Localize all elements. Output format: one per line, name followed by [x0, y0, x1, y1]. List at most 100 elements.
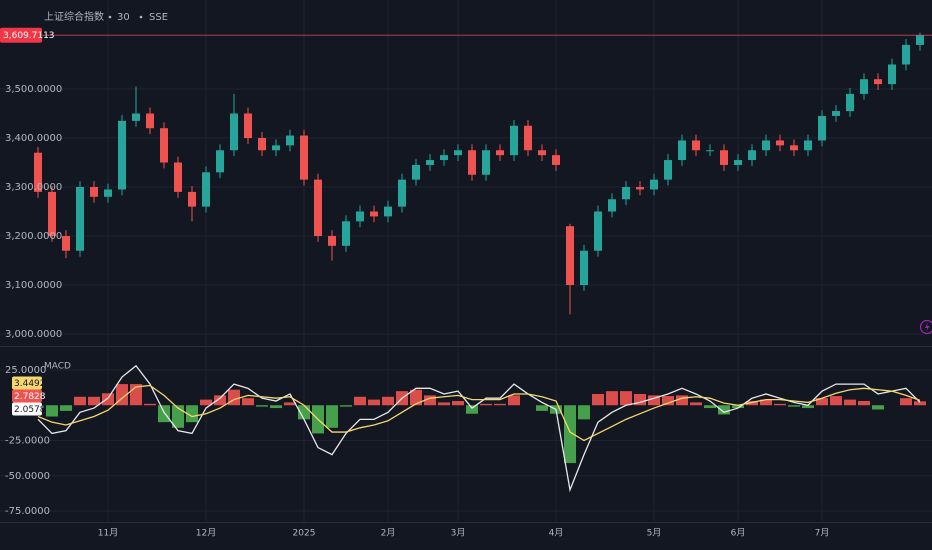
chart-title: 上证综合指数 [44, 10, 104, 23]
histogram-bar [144, 403, 156, 406]
candle-body [496, 150, 504, 156]
histogram-bar [88, 396, 100, 406]
candle-body [216, 150, 224, 173]
marks [0, 32, 932, 493]
candle-body [510, 125, 518, 156]
y-tick-label: 3,100.0000 [5, 280, 62, 291]
histogram-bar [760, 399, 772, 406]
y-tick-label: 25.0000 [5, 365, 46, 376]
candle-body [636, 187, 644, 190]
histogram-bar [340, 405, 352, 407]
histogram-bar [410, 389, 422, 406]
histogram-bar [676, 395, 688, 406]
indicator-title: MACD [44, 362, 71, 372]
candle-body [748, 150, 756, 161]
last-value-label: 2.0578 [14, 405, 46, 415]
x-tick-label: 3月 [451, 528, 466, 539]
histogram-bar [60, 405, 72, 411]
candle-body [426, 160, 434, 165]
histogram-bar [592, 393, 604, 406]
candle-body [202, 172, 210, 207]
candle-body [678, 140, 686, 161]
histogram-bar [466, 405, 478, 414]
candle-body [608, 199, 616, 212]
histogram-bar [872, 405, 884, 410]
candle-body [832, 111, 840, 116]
candle-body [286, 135, 294, 146]
candle-body [188, 191, 196, 207]
candle-body [48, 191, 56, 237]
candle-body [762, 140, 770, 151]
interval: 30 [117, 12, 130, 23]
histogram-bar [830, 396, 842, 406]
histogram-bar [662, 396, 674, 406]
histogram-bar [74, 396, 86, 406]
histogram-bar [732, 405, 744, 409]
candle-body [706, 150, 714, 152]
candle-body [90, 187, 98, 197]
x-tick-label: 4月 [549, 528, 564, 539]
labels: 上证综合指数 30 SSE MACD 3,000.0000 3,100.0000 3… [0, 10, 932, 539]
histogram-bar [844, 399, 856, 406]
histogram-bar [690, 402, 702, 406]
histogram-bar [508, 395, 520, 406]
x-tick-label: 12月 [196, 528, 216, 539]
candle-body [468, 150, 476, 175]
candle-body [538, 150, 546, 156]
histogram-bar [158, 405, 170, 423]
last-value-box [12, 389, 42, 403]
candle-body [412, 164, 420, 180]
alert-icon[interactable] [919, 319, 932, 335]
macd-line [37, 384, 921, 442]
candle-body [62, 236, 70, 251]
candle-body [76, 187, 84, 251]
x-tick-label: 2025 [293, 529, 316, 539]
histogram-bar [368, 399, 380, 406]
x-tick-label: 7月 [815, 528, 830, 539]
histogram-bar [858, 401, 870, 406]
histogram-bar [452, 401, 464, 406]
histogram-bar [102, 393, 114, 406]
histogram-bar [186, 405, 198, 423]
histogram-bar [438, 402, 450, 406]
candle-body [272, 145, 280, 151]
histogram-bar [242, 398, 254, 406]
candle-body [314, 179, 322, 237]
candle-body [244, 113, 252, 138]
candle-body [860, 79, 868, 94]
y-tick-label: 3,400.0000 [5, 133, 62, 144]
histogram-bar [228, 389, 240, 406]
x-tick-label: 6月 [731, 528, 746, 539]
candle-body [888, 64, 896, 85]
histogram-bar [200, 399, 212, 406]
candle-body [118, 120, 126, 190]
candle-body [384, 206, 392, 217]
y-tick-label: 3,000.0000 [5, 329, 62, 340]
grid [0, 0, 932, 522]
candle-body [622, 187, 630, 200]
candle-body [524, 125, 532, 151]
candle-body [104, 189, 112, 197]
candle-body [916, 35, 924, 45]
histogram-bar [284, 402, 296, 406]
histogram-bar [256, 405, 268, 407]
y-tick-label: 3,200.0000 [5, 231, 62, 242]
histogram-bar [816, 398, 828, 406]
histogram-bar [46, 405, 58, 417]
histogram-bar [564, 405, 576, 464]
candle-body [594, 211, 602, 251]
histogram-bar [914, 401, 926, 406]
candle-body [580, 250, 588, 286]
exchange: SSE [149, 12, 168, 23]
candle-body [818, 115, 826, 141]
histogram-bar [536, 405, 548, 411]
candle-body [258, 138, 266, 151]
last-value-box [12, 376, 42, 390]
x-tick-label: 11月 [98, 528, 118, 539]
histogram-bar [326, 405, 338, 428]
candle-body [132, 113, 140, 121]
histogram-bar [634, 393, 646, 406]
last-price-box [0, 27, 42, 43]
